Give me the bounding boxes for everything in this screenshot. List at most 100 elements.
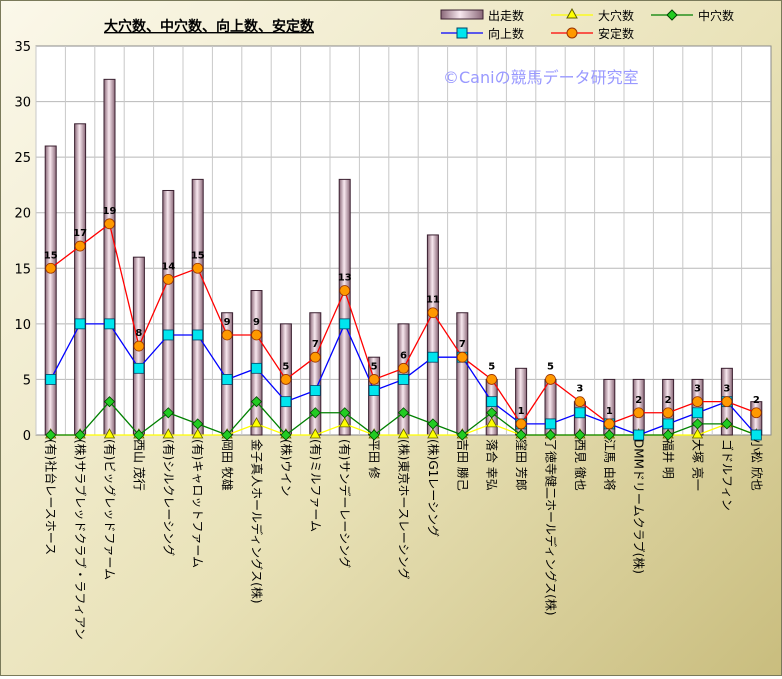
point-marker (221, 329, 233, 341)
legend-marker (566, 27, 578, 39)
x-tick-label: 岡田 牧雄 (220, 439, 235, 491)
y-tick-label: 35 (14, 40, 31, 55)
point-marker (339, 417, 351, 428)
point-marker (574, 407, 586, 419)
bar (338, 178, 351, 436)
legend-label: 向上数 (488, 26, 524, 41)
x-tick-label: (有)社台レースホース (44, 439, 59, 555)
point-marker (45, 374, 57, 385)
series-markers (45, 218, 762, 441)
data-label: 2 (753, 395, 760, 406)
x-axis-labels: (有)社台レースホース (株)サラブレッドクラブ・ラフィアン (有)ビッグレッドファ… (44, 439, 764, 640)
x-tick-label: 福井 明 (661, 439, 676, 479)
point-marker (398, 374, 409, 385)
legend-marker (666, 9, 678, 21)
point-marker (633, 407, 645, 419)
point-marker (162, 407, 174, 419)
point-marker (74, 318, 86, 330)
point-marker (74, 240, 86, 252)
point-marker (45, 262, 57, 274)
point-marker (750, 407, 762, 419)
point-marker (280, 396, 292, 408)
point-marker (280, 374, 292, 385)
x-tick-label: (株)東京ホースレーシング (397, 439, 412, 580)
point-marker (45, 429, 57, 441)
bar (103, 78, 116, 436)
point-marker (427, 428, 439, 439)
legend-item: 安定数 (551, 26, 634, 41)
point-marker (691, 418, 704, 430)
data-label: 7 (312, 339, 319, 350)
y-axis: 0 5 10 15 20 25 30 35 (14, 40, 31, 444)
point-marker (427, 351, 439, 363)
y-tick-label: 15 (14, 262, 31, 277)
data-label: 2 (635, 395, 642, 406)
y-tick-label: 20 (14, 207, 31, 222)
point-marker (192, 262, 204, 274)
bar (74, 123, 87, 436)
legend-swatch (440, 9, 484, 20)
point-marker (515, 418, 527, 430)
point-marker (221, 429, 233, 441)
point-marker (486, 396, 498, 408)
point-marker (192, 329, 204, 341)
gridlines (35, 46, 771, 435)
y-tick-label: 5 (23, 373, 31, 388)
data-label: 3 (576, 384, 583, 395)
point-marker (574, 429, 586, 441)
data-label: 2 (665, 395, 672, 406)
data-label: 3 (723, 384, 730, 395)
data-label: 1 (518, 406, 525, 417)
x-tick-label: 平田 修 (367, 439, 382, 479)
x-tick-label: DMMドリームクラブ(株) (632, 439, 647, 574)
x-tick-label: 小松 欣也 (749, 439, 763, 491)
point-marker (103, 396, 116, 408)
point-marker (339, 285, 351, 296)
bar (250, 290, 263, 436)
x-tick-label: 吉田 勝己 (455, 439, 470, 491)
data-label: 1 (606, 406, 613, 417)
legend-item: 出走数 (440, 8, 524, 23)
x-tick-label: ゴドルフィン (720, 439, 735, 511)
point-marker (427, 418, 439, 430)
data-label: 5 (488, 361, 495, 372)
x-tick-label: (有)サンデーレーシング (338, 439, 353, 568)
x-tick-label: 了徳寺健二ホールディングス(株) (544, 439, 559, 616)
y-tick-label: 25 (14, 151, 31, 166)
data-label: 15 (191, 250, 205, 261)
point-marker (162, 428, 174, 439)
bar (162, 189, 175, 436)
point-marker (398, 362, 409, 374)
point-marker (486, 407, 498, 419)
point-marker (221, 374, 233, 385)
data-label: 7 (459, 339, 466, 350)
point-marker (192, 428, 204, 439)
point-marker (368, 385, 380, 396)
legend-label: 出走数 (488, 8, 524, 23)
point-marker (545, 418, 556, 430)
legend-item: 大穴数 (551, 7, 634, 23)
point-marker (280, 429, 292, 441)
data-label: 11 (426, 295, 440, 306)
data-label: 6 (400, 350, 407, 361)
point-marker (486, 374, 498, 385)
data-label: 9 (224, 317, 231, 328)
x-tick-label: 窪田 芳郎 (514, 439, 529, 491)
x-tick-label: 西見 徹也 (573, 439, 588, 491)
data-label: 5 (282, 361, 289, 372)
point-marker (662, 429, 674, 441)
point-marker (104, 318, 115, 330)
x-tick-label: (有)キャロットファーム (191, 439, 205, 568)
point-marker (544, 429, 557, 441)
point-marker (162, 273, 174, 285)
point-marker (603, 418, 615, 430)
legend-label: 中穴数 (698, 8, 734, 23)
x-tick-label: (株)G1レーシング (426, 439, 441, 537)
point-marker (133, 340, 145, 352)
bar (44, 145, 57, 436)
point-marker (103, 428, 116, 439)
point-marker (368, 374, 380, 385)
